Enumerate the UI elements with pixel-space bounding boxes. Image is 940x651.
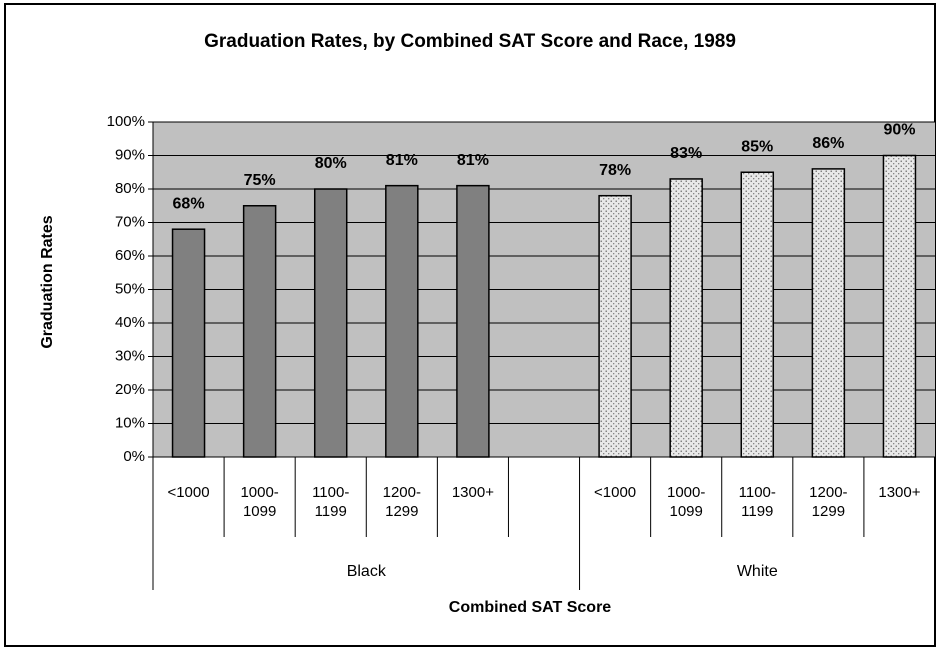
chart-title: Graduation Rates, by Combined SAT Score … bbox=[204, 31, 736, 52]
y-tick-label: 60% bbox=[115, 247, 145, 264]
bar bbox=[740, 171, 775, 458]
x-tick-label: 1000-1099 bbox=[240, 484, 279, 520]
data-label: 81% bbox=[457, 152, 489, 169]
data-label: 86% bbox=[812, 135, 844, 152]
x-tick-label: 1100-1199 bbox=[312, 484, 350, 520]
x-tick-label: 1300+ bbox=[451, 484, 494, 501]
data-label: 90% bbox=[883, 122, 915, 139]
data-label: 85% bbox=[741, 138, 773, 155]
y-tick-label: 100% bbox=[107, 113, 145, 130]
bar bbox=[171, 228, 206, 458]
y-tick-label: 10% bbox=[115, 414, 145, 431]
bar bbox=[242, 205, 277, 458]
data-label: 78% bbox=[599, 162, 631, 179]
group-label: White bbox=[737, 563, 778, 580]
y-tick-label: 30% bbox=[115, 347, 145, 364]
x-tick-label: <1000 bbox=[594, 484, 637, 501]
x-tick-label: 1100-1199 bbox=[738, 484, 776, 520]
bar bbox=[882, 154, 917, 458]
data-label: 75% bbox=[244, 172, 276, 189]
bar bbox=[669, 178, 703, 458]
y-tick-label: 0% bbox=[123, 448, 145, 465]
data-label: 80% bbox=[315, 155, 347, 172]
y-tick-label: 50% bbox=[115, 280, 145, 297]
bar bbox=[456, 184, 490, 458]
data-label: 83% bbox=[670, 145, 702, 162]
group-label: Black bbox=[347, 563, 387, 580]
y-tick-label: 80% bbox=[115, 180, 145, 197]
x-tick-label: 1300+ bbox=[878, 484, 921, 501]
bar bbox=[385, 184, 419, 458]
bar bbox=[313, 188, 348, 458]
x-tick-label: <1000 bbox=[167, 484, 210, 501]
y-tick-label: 40% bbox=[115, 314, 145, 331]
x-tick-label: 1200-1299 bbox=[809, 484, 848, 520]
x-tick-label: 1200-1299 bbox=[382, 484, 421, 520]
data-label: 81% bbox=[386, 152, 418, 169]
y-tick-label: 70% bbox=[115, 213, 145, 230]
bar bbox=[811, 168, 846, 458]
y-tick-label: 20% bbox=[115, 381, 145, 398]
x-axis-title: Combined SAT Score bbox=[449, 599, 611, 616]
x-tick-label: 1000-1099 bbox=[666, 484, 706, 520]
bar bbox=[598, 194, 632, 458]
data-label: 68% bbox=[173, 195, 205, 212]
y-axis-title: Graduation Rates bbox=[39, 215, 56, 348]
y-tick-label: 90% bbox=[115, 146, 145, 163]
